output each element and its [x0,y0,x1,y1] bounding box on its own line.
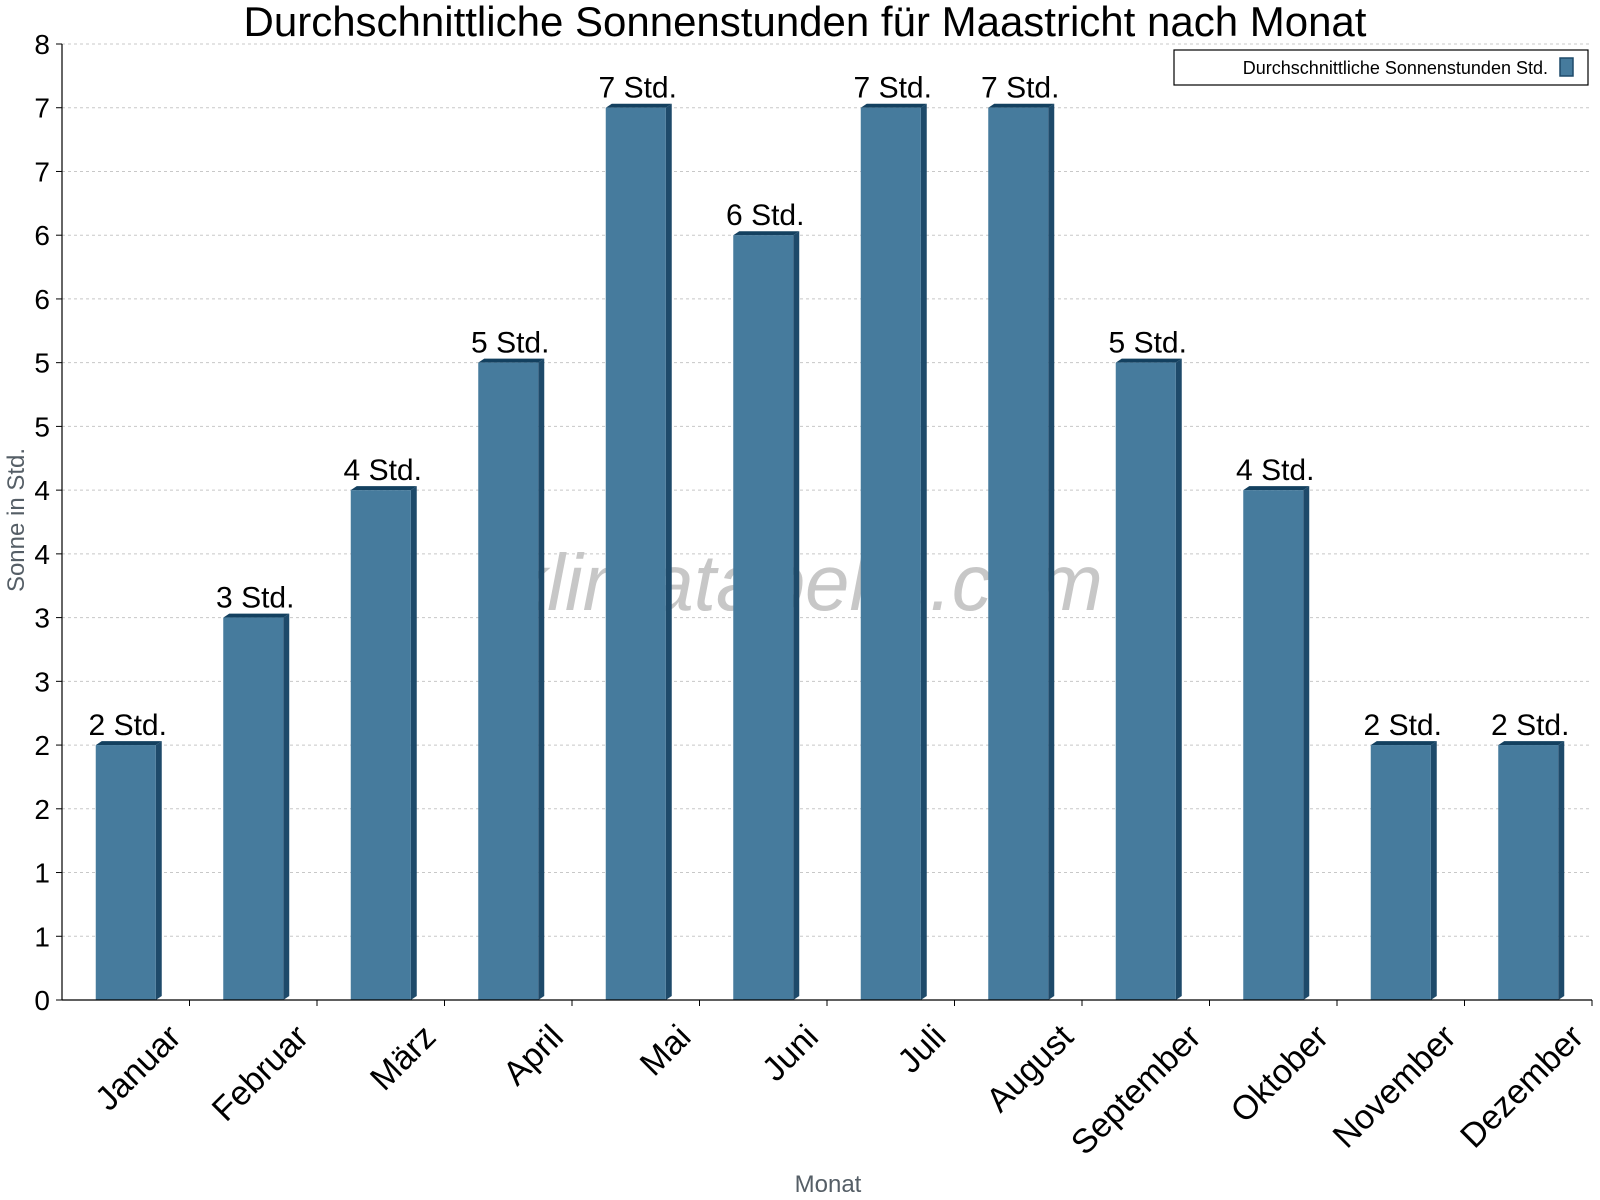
y-tick-label: 6 [34,220,50,251]
bar [605,107,666,1000]
y-tick-label: 4 [34,475,50,506]
x-tick-label: November [1326,1018,1464,1156]
y-tick-label: 6 [34,284,50,315]
bar-top [1370,741,1437,746]
legend-box [1173,49,1589,86]
y-tick-label: 5 [34,348,50,379]
bar-top [1115,358,1182,363]
y-axis-label: Sonne in Std. [3,448,30,592]
x-tick-label: Juni [755,1018,826,1089]
bar [95,745,156,1000]
bar [350,490,411,1000]
bar-top [95,741,162,746]
bar-top [350,486,417,491]
y-tick-labels: 0 1 1 2 2 3 3 4 4 5 5 6 6 7 7 8 [34,29,50,1016]
bar-side [155,741,162,1000]
bar [1498,745,1559,1000]
bar-side [793,231,800,1000]
bar-top [223,613,290,618]
y-tick-label: 7 [34,93,50,124]
bar-side [1430,741,1437,1000]
data-label: 2 Std. [1491,709,1569,742]
data-label: 5 Std. [471,327,549,360]
bar-top [605,103,672,108]
x-tick-label: Dezember [1453,1018,1591,1156]
x-tick-label: August [979,1017,1081,1119]
bar-side [1048,103,1055,1000]
data-label: 5 Std. [1109,327,1187,360]
y-tick-label: 2 [34,794,50,825]
bar [860,107,921,1000]
bar-side [410,486,417,1001]
bar-side [665,103,672,1000]
y-tick-label: 0 [34,985,50,1016]
x-tick-label: April [496,1018,571,1093]
x-tick-label: Oktober [1223,1018,1335,1130]
y-tick-label: 2 [34,730,50,761]
x-tick-label: Januar [88,1018,188,1118]
axes [56,43,1593,1006]
data-label: 2 Std. [89,709,167,742]
bar-side [1303,486,1310,1001]
bar-top [860,103,927,108]
y-tick-label: 4 [34,539,50,570]
x-tick-label: Mai [633,1018,699,1084]
bar-side [1175,358,1182,1001]
data-labels: 2 Std. 3 Std. 4 Std. 5 Std. 7 Std. 6 Std. 7 St… [89,72,1570,742]
x-tick-label: Februar [205,1018,316,1129]
x-tick-label: September [1064,1018,1208,1162]
bar-side [1558,741,1565,1000]
y-tick-label: 8 [34,29,50,60]
bars [95,103,1565,1001]
data-label: 4 Std. [344,454,422,487]
legend: Durchschnittliche Sonnenstunden Std. [1173,49,1589,86]
y-tick-label: 5 [34,411,50,442]
data-label: 2 Std. [1364,709,1442,742]
data-label: 6 Std. [726,199,804,232]
bar [223,617,284,1000]
bar-top [733,231,800,236]
legend-label: Durchschnittliche Sonnenstunden Std. [1243,58,1548,78]
bar-side [920,103,927,1000]
bar-side [538,358,545,1001]
y-tick-label: 1 [34,921,50,952]
x-tick-labels: Januar Februar März April Mai Juni Juli AugustS… [88,1017,1591,1162]
bar-top [1243,486,1310,491]
bar [1370,745,1431,1000]
data-label: 3 Std. [216,582,294,615]
data-label: 7 Std. [599,72,677,105]
y-tick-label: 3 [34,666,50,697]
y-tick-label: 7 [34,156,50,187]
bar-top [478,358,545,363]
chart-title: Durchschnittliche Sonnenstunden für Maas… [244,0,1367,45]
x-axis-label: Monat [795,1171,862,1198]
data-label: 7 Std. [981,72,1059,105]
bar-top [988,103,1055,108]
legend-swatch [1559,57,1574,77]
x-tick-label: Juli [890,1018,953,1081]
bar [1243,490,1304,1000]
bar [478,362,539,1001]
y-tick-label: 1 [34,858,50,889]
data-label: 4 Std. [1236,454,1314,487]
gridlines [62,43,1592,937]
bar-top [1498,741,1565,746]
x-tick-label: März [363,1018,443,1098]
bar-side [283,613,290,1000]
bar [988,107,1049,1000]
bar [1115,362,1176,1001]
data-label: 7 Std. [854,72,932,105]
y-tick-label: 3 [34,603,50,634]
bar [733,235,794,1000]
